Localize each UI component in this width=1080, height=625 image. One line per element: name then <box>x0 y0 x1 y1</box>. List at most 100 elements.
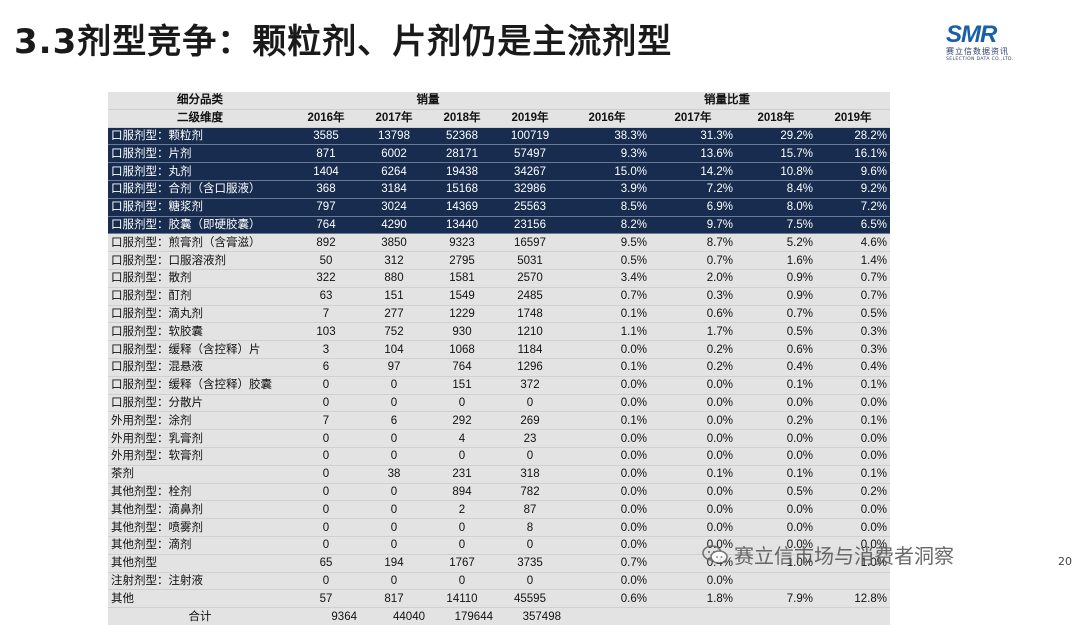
row-name: 其他剂型：栓剂 <box>108 483 292 502</box>
total-sales-cell: 9364 <box>292 607 360 625</box>
sales-cell: 0 <box>292 536 360 555</box>
sales-cell: 0 <box>292 465 360 484</box>
sales-cell: 57497 <box>496 144 564 164</box>
share-cell: 15.0% <box>564 162 650 181</box>
header-year: 2016年 <box>564 109 650 128</box>
share-cell: 0.1% <box>816 376 890 395</box>
row-name: 口服剂型：混悬液 <box>108 358 292 377</box>
sales-cell: 0 <box>292 500 360 520</box>
row-name: 口服剂型：分散片 <box>108 394 292 413</box>
sales-cell: 57 <box>292 589 360 609</box>
share-cell: 14.2% <box>650 162 736 181</box>
sales-cell: 0 <box>292 394 360 413</box>
sales-cell: 0 <box>360 536 428 555</box>
sales-cell: 322 <box>292 269 360 288</box>
sales-cell: 45595 <box>496 589 564 609</box>
row-name: 外用剂型：软膏剂 <box>108 447 292 466</box>
share-cell: 10.8% <box>736 162 816 181</box>
sales-cell: 23 <box>496 429 564 448</box>
total-row: 合计 9364 44040 179644 357498 <box>108 607 890 625</box>
share-cell: 7.2% <box>816 198 890 217</box>
share-cell: 0.1% <box>816 411 890 431</box>
share-cell: 0.1% <box>564 305 650 324</box>
smr-logo: SMR 赛立信数据资讯 SELECTION DATA CO.,LTD. <box>946 21 1026 64</box>
row-name: 其他剂型：滴剂 <box>108 536 292 555</box>
share-cell: 0.1% <box>650 465 736 484</box>
share-cell: 0.0% <box>564 376 650 395</box>
share-cell: 28.2% <box>816 127 890 146</box>
sales-cell: 269 <box>496 411 564 431</box>
sales-cell: 930 <box>428 322 496 342</box>
table-row: 口服剂型：滴丸剂 7 277 1229 1748 0.1% 0.6% 0.7% 0.5% <box>108 305 890 324</box>
sales-cell: 231 <box>428 465 496 484</box>
total-sales-cell: 179644 <box>428 607 496 625</box>
sales-cell: 894 <box>428 483 496 502</box>
share-cell: 0.6% <box>650 305 736 324</box>
share-cell: 0.1% <box>564 358 650 377</box>
sales-cell: 0 <box>428 447 496 466</box>
share-cell: 1.6% <box>736 251 816 270</box>
share-cell: 0.7% <box>564 554 650 573</box>
sales-cell: 15168 <box>428 180 496 199</box>
sales-cell: 1068 <box>428 340 496 359</box>
page-number: 20 <box>1058 555 1072 568</box>
sales-cell: 1184 <box>496 340 564 359</box>
sales-cell: 97 <box>360 358 428 377</box>
share-cell <box>816 572 890 591</box>
table-row: 茶剂 0 38 231 318 0.0% 0.1% 0.1% 0.1% <box>108 465 890 484</box>
share-cell: 0.0% <box>650 447 736 466</box>
share-cell: 13.6% <box>650 144 736 164</box>
table-row: 注射剂型：注射液 0 0 0 0 0.0% 0.0% <box>108 572 890 591</box>
sales-cell: 0 <box>496 572 564 591</box>
table-row: 口服剂型：酊剂 63 151 1549 2485 0.7% 0.3% 0.9% 0.7% <box>108 287 890 306</box>
sales-cell: 880 <box>360 269 428 288</box>
share-cell: 0.0% <box>650 376 736 395</box>
row-name: 口服剂型：缓释（含控释）胶囊 <box>108 376 292 395</box>
sales-cell: 23156 <box>496 216 564 235</box>
sales-cell: 764 <box>428 358 496 377</box>
sales-cell: 0 <box>292 518 360 537</box>
sales-cell: 368 <box>292 180 360 199</box>
header-year: 2017年 <box>650 109 736 128</box>
row-name: 口服剂型：片剂 <box>108 144 292 164</box>
sales-cell: 0 <box>360 376 428 395</box>
header-subcat: 二级维度 <box>108 109 292 128</box>
sales-cell: 292 <box>428 411 496 431</box>
share-cell: 0.0% <box>816 536 890 555</box>
row-name: 口服剂型：滴丸剂 <box>108 305 292 324</box>
sales-cell: 6 <box>292 358 360 377</box>
share-cell: 8.7% <box>650 233 736 253</box>
sales-cell: 104 <box>360 340 428 359</box>
sales-cell: 0 <box>360 500 428 520</box>
sales-cell: 25563 <box>496 198 564 217</box>
sales-cell: 3184 <box>360 180 428 199</box>
share-cell: 7.2% <box>650 180 736 199</box>
share-cell: 0.7% <box>650 251 736 270</box>
sales-cell: 14369 <box>428 198 496 217</box>
sales-cell: 100719 <box>496 127 564 146</box>
sales-cell: 1748 <box>496 305 564 324</box>
sales-cell: 1767 <box>428 554 496 573</box>
share-cell: 9.7% <box>650 216 736 235</box>
header-year: 2019年 <box>816 109 890 128</box>
share-cell: 0.0% <box>816 518 890 537</box>
sales-cell: 2485 <box>496 287 564 306</box>
share-cell: 0.0% <box>564 500 650 520</box>
sales-cell: 0 <box>360 483 428 502</box>
sales-cell: 1229 <box>428 305 496 324</box>
header-year: 2017年 <box>360 109 428 128</box>
sales-cell: 372 <box>496 376 564 395</box>
table-row: 口服剂型：片剂 871 6002 28171 57497 9.3% 13.6% 15.7% 16… <box>108 144 890 164</box>
table-row: 口服剂型：缓释（含控释）胶囊 0 0 151 372 0.0% 0.0% 0.1% 0.1% <box>108 376 890 395</box>
sales-cell: 312 <box>360 251 428 270</box>
sales-cell: 0 <box>360 429 428 448</box>
row-name: 外用剂型：涂剂 <box>108 411 292 431</box>
logo-mark: SMR <box>946 21 997 48</box>
table-row: 口服剂型：合剂（含口服液） 368 3184 15168 32986 3.9% 7.2% 8.… <box>108 180 890 199</box>
header-category: 细分品类 <box>108 92 292 110</box>
wechat-icon <box>702 544 728 564</box>
share-cell: 38.3% <box>564 127 650 146</box>
share-cell: 29.2% <box>736 127 816 146</box>
sales-cell: 3585 <box>292 127 360 146</box>
table-row: 其他剂型：喷雾剂 0 0 0 8 0.0% 0.0% 0.0% 0.0% <box>108 518 890 537</box>
